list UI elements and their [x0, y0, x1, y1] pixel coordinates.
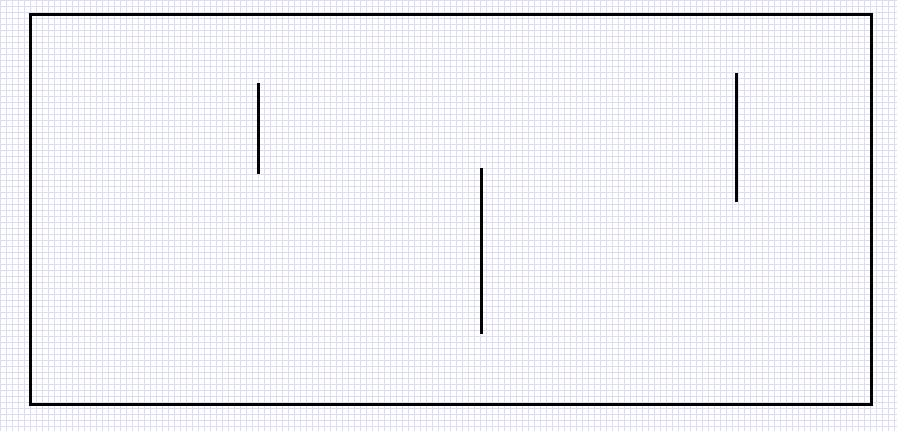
rectangle-frame [29, 13, 873, 406]
vertical-line-left [257, 83, 260, 174]
vertical-line-right [735, 73, 738, 202]
vertical-line-middle [480, 168, 483, 334]
